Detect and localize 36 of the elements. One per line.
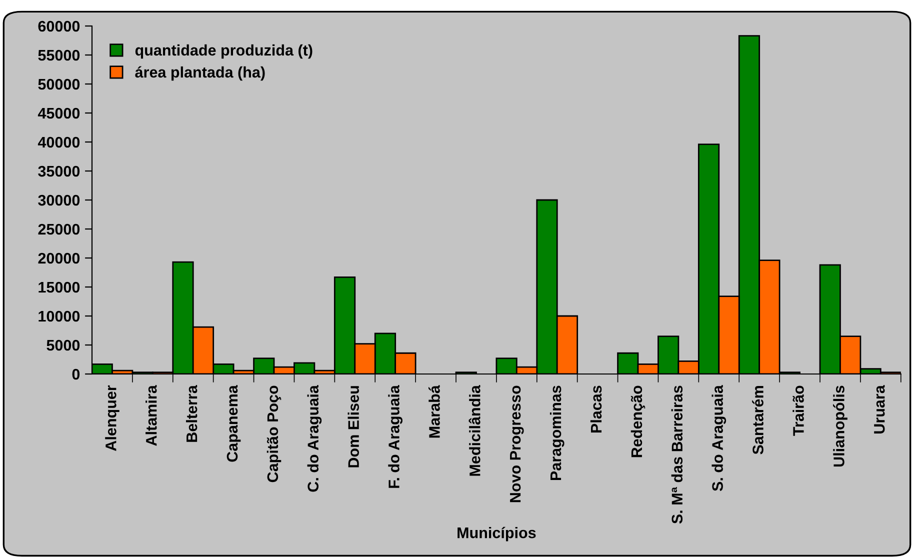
x-tick-label: F. do Araguaia [388, 385, 402, 488]
x-tick-label: Santarém [752, 386, 764, 454]
x-tick-label: Ulianopólis [833, 386, 848, 467]
y-tick-label: 25000 [38, 224, 80, 235]
legend-label: área plantada (ha) [135, 66, 265, 81]
y-tick-label: 60000 [38, 20, 80, 32]
y-tick-label: 20000 [38, 252, 80, 264]
legend-label: quantidade produzida (t) [135, 44, 312, 59]
x-tick-label: Uruara [874, 385, 885, 434]
x-tick-label: S. Mª das Barreiras [671, 386, 683, 524]
y-tick-label: 35000 [38, 166, 80, 177]
x-tick-label: Belterra [186, 385, 198, 442]
y-tick-label: 45000 [38, 108, 80, 119]
x-tick-label: C. do Araguaia [307, 385, 322, 492]
x-axis-title: Municípios [458, 526, 536, 542]
x-tick-label: Paragominas [550, 386, 564, 480]
x-tick-label: Redenção [630, 386, 646, 458]
x-tick-label: Capanema [226, 385, 241, 462]
y-tick-label: 5000 [46, 340, 80, 351]
y-tick-label: 30000 [38, 194, 80, 206]
x-tick-label: Capitão Poço [266, 386, 282, 482]
x-tick-label: Medicilândia [468, 385, 480, 476]
x-tick-label: S. do Araguaia [712, 385, 726, 492]
x-tick-label: Placas [590, 386, 602, 433]
x-tick-label: Alenquer [105, 385, 120, 451]
x-tick-label: Dom Eliseu [348, 386, 359, 468]
y-tick-label: 50000 [38, 78, 80, 90]
x-tick-label: Novo Progresso [510, 386, 524, 502]
y-tick-label: 40000 [38, 136, 80, 148]
x-tick-label: Altamira [146, 385, 157, 446]
y-tick-label: 10000 [38, 310, 80, 322]
x-tick-label: Marabá [428, 385, 440, 438]
x-tick-label: Trairão [792, 386, 804, 436]
y-tick-label: 0 [72, 368, 80, 380]
y-tick-label: 55000 [38, 50, 80, 61]
y-tick-label: 15000 [38, 282, 80, 293]
